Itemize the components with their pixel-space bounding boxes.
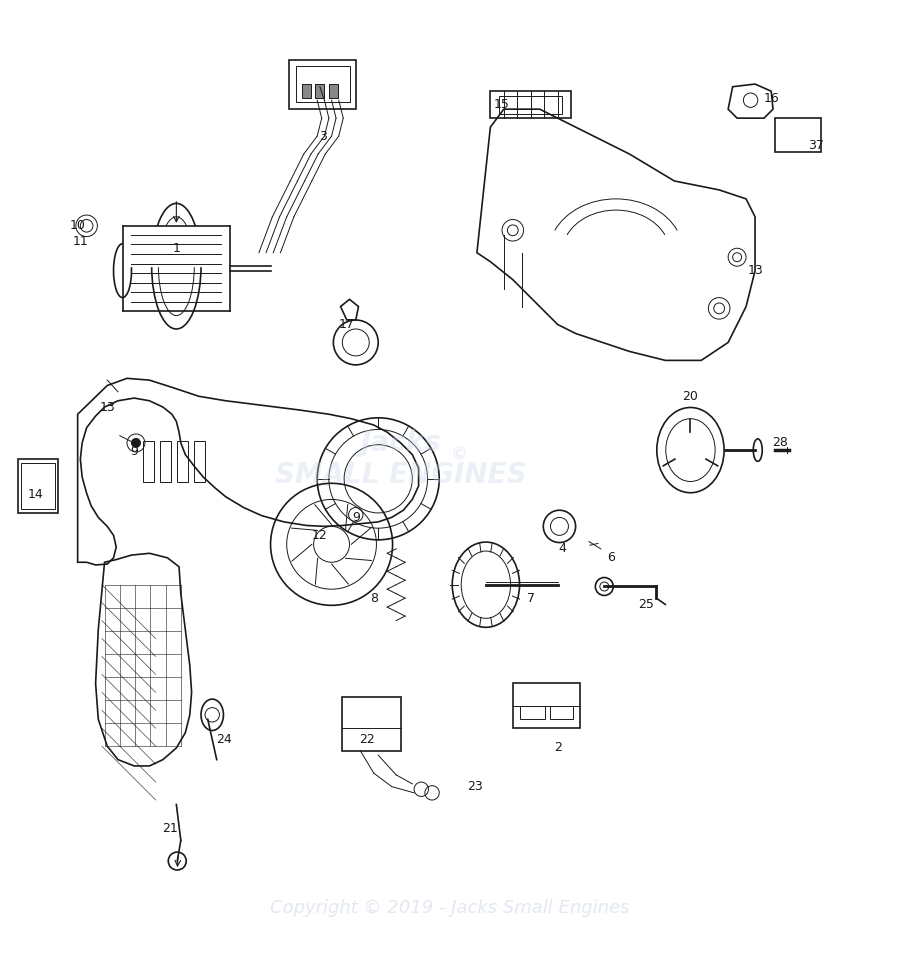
Bar <box>775 119 822 153</box>
Text: ©: © <box>451 445 467 464</box>
Text: 3: 3 <box>319 129 327 143</box>
Bar <box>342 697 400 750</box>
Bar <box>160 441 171 481</box>
Text: 24: 24 <box>216 733 232 746</box>
Text: 6: 6 <box>608 551 616 565</box>
Text: 8: 8 <box>370 592 378 605</box>
Bar <box>177 441 188 481</box>
Text: 20: 20 <box>682 390 698 402</box>
Bar <box>194 441 205 481</box>
Text: Copyright © 2019 - Jacks Small Engines: Copyright © 2019 - Jacks Small Engines <box>270 899 630 917</box>
Text: 25: 25 <box>638 598 653 611</box>
Bar <box>500 95 562 114</box>
Text: 16: 16 <box>763 92 779 105</box>
Text: 4: 4 <box>558 542 566 555</box>
Text: 12: 12 <box>312 529 328 541</box>
Text: 13: 13 <box>747 264 763 277</box>
Bar <box>513 683 580 728</box>
Text: 23: 23 <box>467 781 483 793</box>
Bar <box>17 459 58 513</box>
Bar <box>302 84 310 97</box>
Text: 9: 9 <box>130 445 138 459</box>
Text: 13: 13 <box>99 400 115 413</box>
Text: 15: 15 <box>494 98 510 111</box>
Bar <box>296 66 349 102</box>
Text: 7: 7 <box>526 592 535 605</box>
Text: 37: 37 <box>808 139 824 152</box>
Bar <box>21 463 55 509</box>
Bar <box>143 441 154 481</box>
Bar <box>328 84 338 97</box>
Text: 1: 1 <box>173 242 180 255</box>
Bar <box>289 60 356 109</box>
Text: 28: 28 <box>772 436 788 449</box>
Text: 21: 21 <box>162 822 178 835</box>
Text: 10: 10 <box>69 220 86 232</box>
Text: 2: 2 <box>554 742 562 754</box>
Bar <box>491 91 572 119</box>
Bar <box>551 706 573 719</box>
Text: 11: 11 <box>73 235 88 249</box>
Text: 17: 17 <box>339 318 355 331</box>
Circle shape <box>131 438 140 447</box>
Bar <box>520 706 545 719</box>
Text: 14: 14 <box>28 489 43 502</box>
Text: 22: 22 <box>360 733 375 746</box>
Text: 9: 9 <box>352 511 360 524</box>
Text: Jacks
SMALL ENGINES: Jacks SMALL ENGINES <box>274 429 526 489</box>
Bar <box>315 84 324 97</box>
